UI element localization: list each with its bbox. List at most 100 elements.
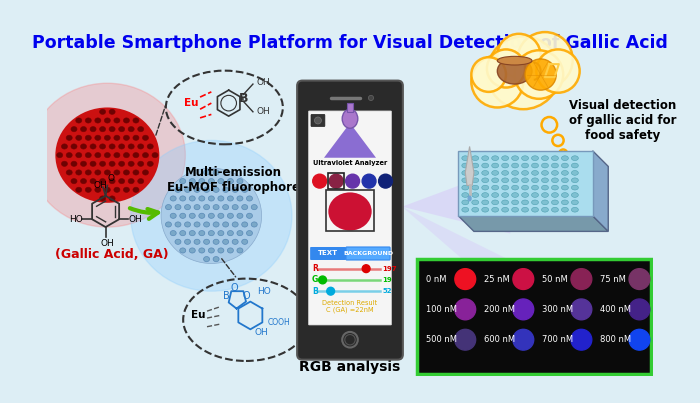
Ellipse shape <box>189 213 195 218</box>
Text: OH: OH <box>94 181 107 190</box>
Ellipse shape <box>228 213 233 218</box>
Text: Eu: Eu <box>184 98 199 108</box>
Ellipse shape <box>522 163 528 168</box>
Ellipse shape <box>118 144 125 149</box>
Ellipse shape <box>571 163 578 168</box>
Ellipse shape <box>223 222 229 227</box>
Ellipse shape <box>99 196 106 201</box>
Text: Detection Result
C (GA) =22nM: Detection Result C (GA) =22nM <box>323 300 377 314</box>
Ellipse shape <box>542 185 549 190</box>
Ellipse shape <box>223 205 229 210</box>
Ellipse shape <box>109 109 115 114</box>
Ellipse shape <box>80 179 87 184</box>
Text: Eu: Eu <box>191 310 206 320</box>
Ellipse shape <box>251 222 258 227</box>
Ellipse shape <box>561 185 568 190</box>
Circle shape <box>571 299 592 320</box>
Circle shape <box>517 32 573 87</box>
Ellipse shape <box>561 208 568 212</box>
Ellipse shape <box>237 179 243 184</box>
Ellipse shape <box>462 178 469 183</box>
Circle shape <box>513 329 533 350</box>
Ellipse shape <box>228 196 233 201</box>
Ellipse shape <box>213 239 219 244</box>
Ellipse shape <box>228 231 233 236</box>
Ellipse shape <box>189 179 195 184</box>
Circle shape <box>513 299 533 320</box>
Ellipse shape <box>204 170 209 175</box>
Ellipse shape <box>571 156 578 160</box>
Ellipse shape <box>531 156 538 160</box>
Ellipse shape <box>204 257 209 262</box>
Ellipse shape <box>118 127 125 132</box>
Ellipse shape <box>104 135 111 140</box>
Ellipse shape <box>512 193 519 197</box>
Ellipse shape <box>502 156 509 160</box>
Circle shape <box>513 269 533 289</box>
Circle shape <box>471 57 506 92</box>
Ellipse shape <box>246 231 253 236</box>
Ellipse shape <box>62 144 67 149</box>
Ellipse shape <box>104 187 111 192</box>
Text: 52: 52 <box>382 288 391 294</box>
Text: OH: OH <box>255 328 268 337</box>
Ellipse shape <box>85 170 91 175</box>
Ellipse shape <box>462 156 469 160</box>
Ellipse shape <box>185 222 190 227</box>
Text: 75 nM: 75 nM <box>601 274 626 284</box>
Ellipse shape <box>80 144 87 149</box>
Ellipse shape <box>114 153 120 158</box>
Ellipse shape <box>194 239 200 244</box>
Ellipse shape <box>71 144 77 149</box>
Ellipse shape <box>170 213 176 218</box>
Ellipse shape <box>29 83 186 227</box>
Ellipse shape <box>462 170 469 175</box>
Ellipse shape <box>237 213 243 218</box>
Ellipse shape <box>85 153 91 158</box>
Ellipse shape <box>561 193 568 197</box>
Circle shape <box>313 174 327 188</box>
Ellipse shape <box>241 222 248 227</box>
Ellipse shape <box>204 239 209 244</box>
Ellipse shape <box>99 144 106 149</box>
Ellipse shape <box>472 178 479 183</box>
Polygon shape <box>458 151 593 216</box>
Ellipse shape <box>561 163 568 168</box>
Ellipse shape <box>218 179 224 184</box>
Ellipse shape <box>502 170 509 175</box>
Ellipse shape <box>472 170 479 175</box>
Ellipse shape <box>175 205 181 210</box>
Ellipse shape <box>213 257 219 262</box>
Ellipse shape <box>213 170 219 175</box>
Ellipse shape <box>128 179 134 184</box>
Ellipse shape <box>194 222 200 227</box>
Polygon shape <box>458 216 608 231</box>
Ellipse shape <box>462 208 469 212</box>
Ellipse shape <box>552 156 559 160</box>
Ellipse shape <box>512 208 519 212</box>
Polygon shape <box>324 123 376 158</box>
Ellipse shape <box>138 127 144 132</box>
Ellipse shape <box>232 222 238 227</box>
Text: 700 nM: 700 nM <box>542 335 573 344</box>
Ellipse shape <box>199 231 205 236</box>
Text: TEXT: TEXT <box>318 251 338 256</box>
Ellipse shape <box>213 222 219 227</box>
Ellipse shape <box>123 153 130 158</box>
Circle shape <box>497 34 540 77</box>
FancyBboxPatch shape <box>297 81 403 359</box>
FancyBboxPatch shape <box>309 111 391 325</box>
Ellipse shape <box>552 193 559 197</box>
Ellipse shape <box>342 109 358 128</box>
Ellipse shape <box>109 196 115 201</box>
Ellipse shape <box>90 161 96 166</box>
Circle shape <box>455 269 476 289</box>
Circle shape <box>327 287 335 295</box>
Ellipse shape <box>246 213 253 218</box>
Text: R: R <box>312 264 318 273</box>
Ellipse shape <box>561 200 568 205</box>
Ellipse shape <box>185 239 190 244</box>
Ellipse shape <box>142 153 148 158</box>
Text: O: O <box>242 291 250 301</box>
Ellipse shape <box>133 187 139 192</box>
